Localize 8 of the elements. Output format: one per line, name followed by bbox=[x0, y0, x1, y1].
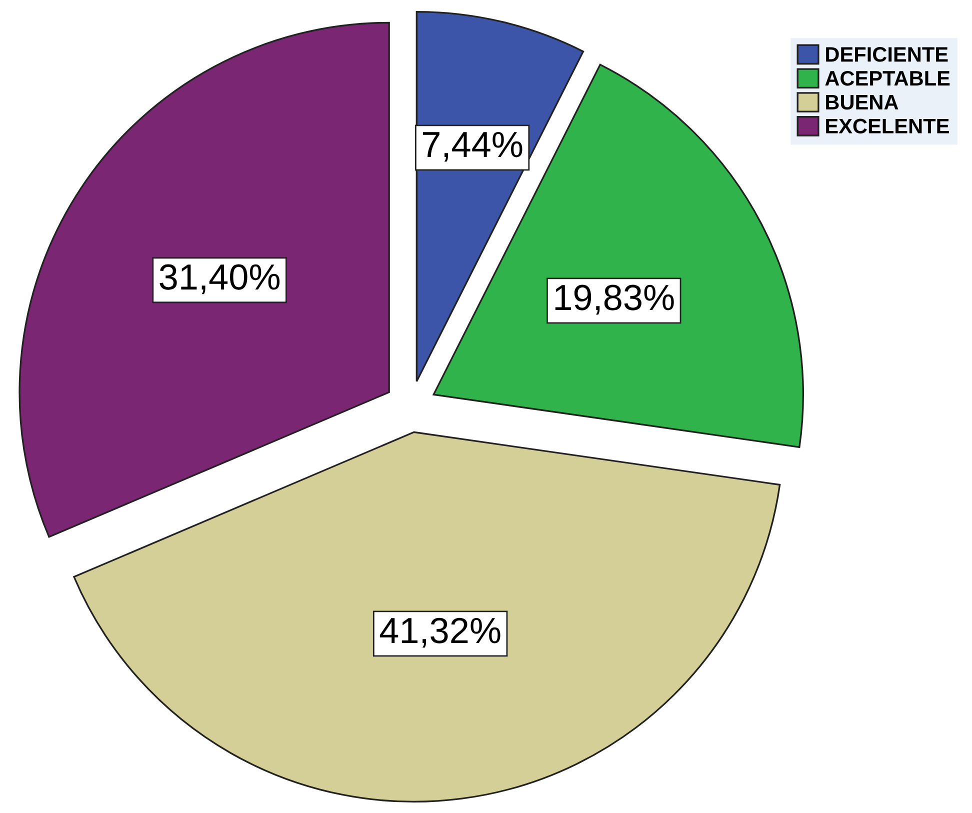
legend-label: BUENA bbox=[826, 95, 898, 110]
legend-label: EXCELENTE bbox=[826, 118, 949, 134]
legend-label: DEFICIENTE bbox=[826, 47, 948, 62]
data-label: 7,44% bbox=[422, 132, 522, 162]
data-label: 19,83% bbox=[555, 284, 674, 315]
data-label: 31,40% bbox=[160, 264, 280, 294]
data-label: 41,32% bbox=[380, 618, 500, 648]
legend-label: ACEPTABLE bbox=[825, 70, 950, 86]
